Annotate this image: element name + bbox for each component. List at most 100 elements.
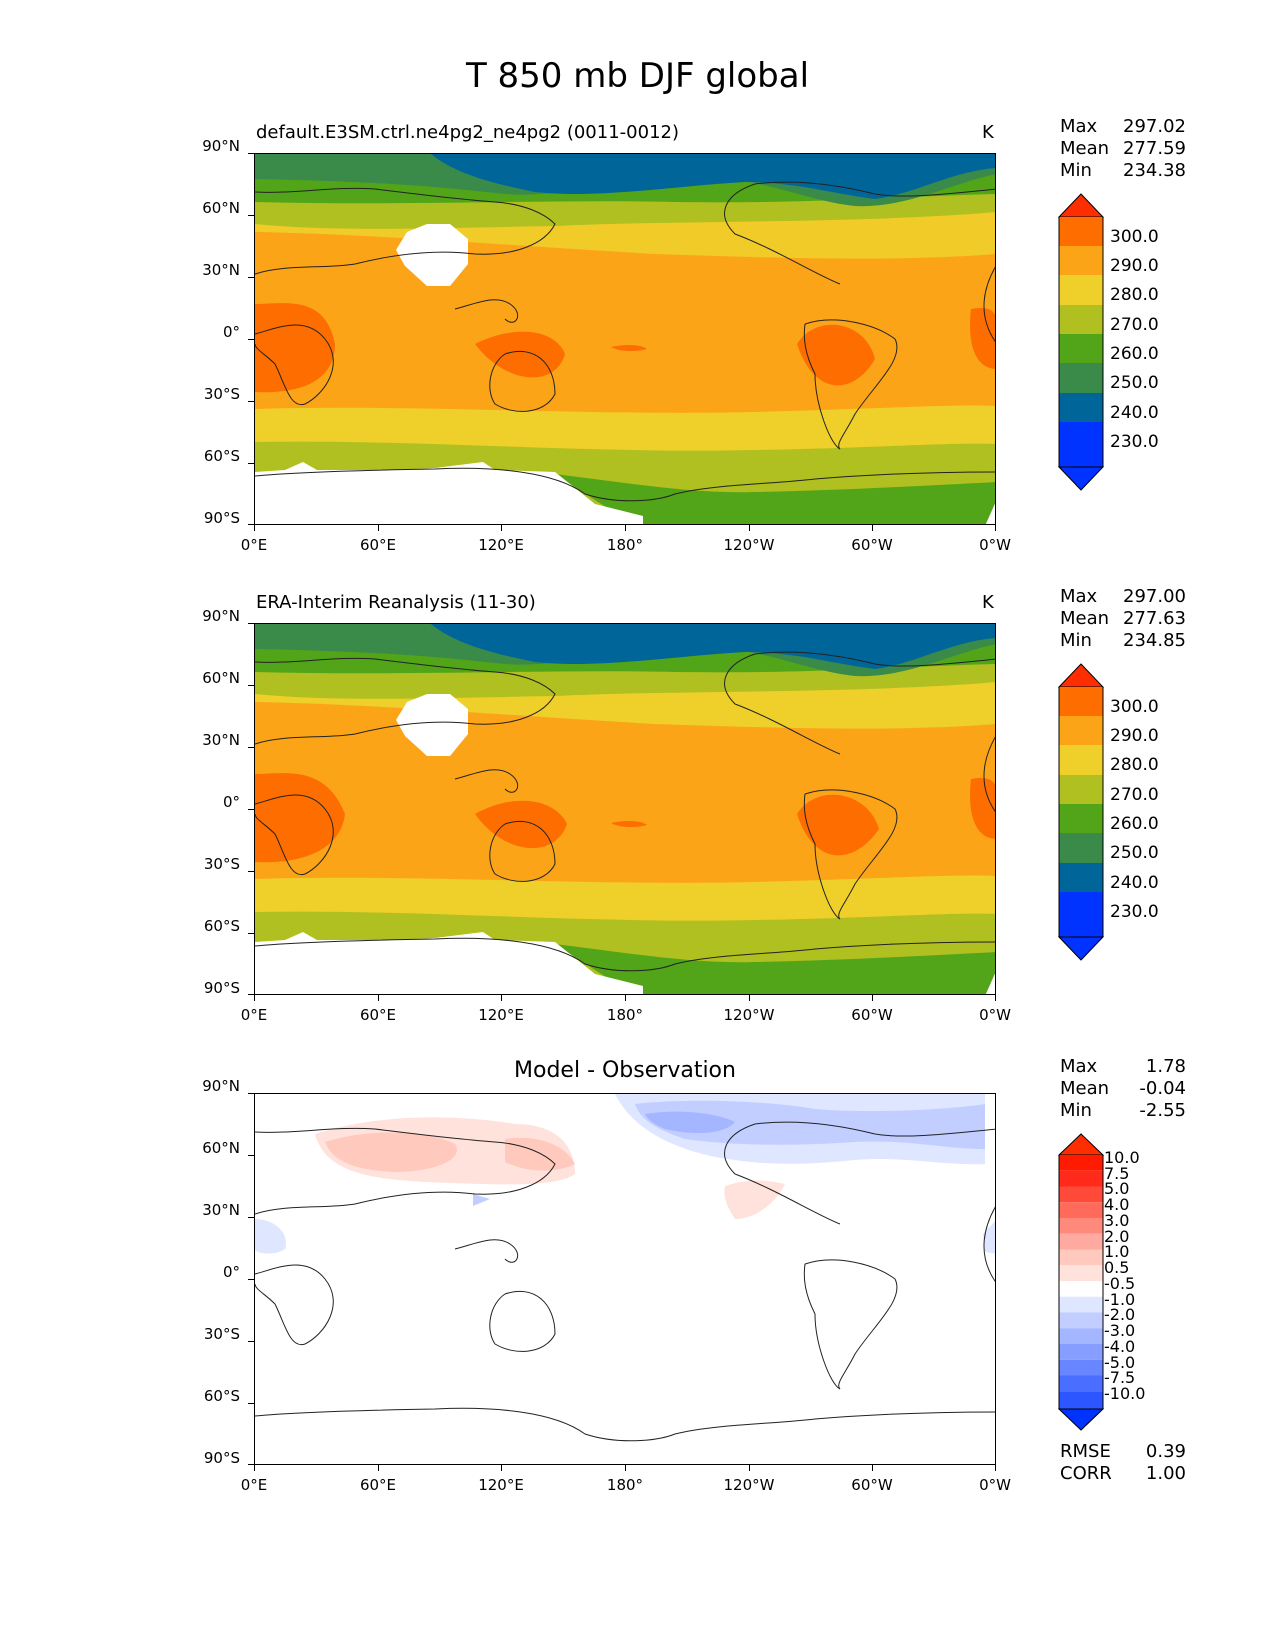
panel3-xtick-0w: 0°W [979,1476,1011,1494]
panel3-xtickmark [749,1465,750,1471]
panel3-cb-label: 4.0 [1104,1195,1130,1214]
panel3-xtickmark [625,1465,626,1471]
panel3-cb-label: 3.0 [1104,1211,1130,1230]
panel1-contour-field [255,154,995,524]
panel2-ytick-60n: 60°N [202,669,240,687]
panel3-ytick-60s: 60°S [203,1387,240,1405]
panel3-ytickmark [248,1279,254,1280]
stat-label: Min [1060,630,1092,651]
panel2-xtickmark [254,995,255,1001]
stat-mean: -0.04 [1139,1078,1186,1099]
panel3-xtick-60e: 60°E [359,1476,397,1494]
panel1-ytick-0: 0° [222,323,240,341]
panel2-ytickmark [248,809,254,810]
panel3-xtickmark [995,1465,996,1471]
panel2-ytickmark [248,933,254,934]
panel2-xtick-60w: 60°W [851,1006,893,1024]
panel3-ytick-0: 0° [222,1263,240,1281]
panel3-xtick-60w: 60°W [851,1476,893,1494]
panel2-colorbar [1058,663,1104,961]
panel1-map [254,153,996,525]
stat-max: 297.00 [1123,586,1186,607]
panel1-title: default.E3SM.ctrl.ne4pg2_ne4pg2 (0011-00… [256,122,679,143]
panel1-xtick-0e: 0°E [240,536,268,554]
panel2-ytickmark [248,685,254,686]
panel3-cb-label: 1.0 [1104,1242,1130,1261]
panel1-ytickmark [248,215,254,216]
panel2-xtick-0e: 0°E [240,1006,268,1024]
panel3-colorbar [1058,1133,1104,1431]
panel1-ytickmark [248,463,254,464]
panel1-ytickmark [248,401,254,402]
panel1-ytick-60s: 60°S [203,447,240,465]
panel1-colorbar [1058,193,1104,491]
metric-label: CORR [1060,1463,1112,1484]
panel1-ytick-60n: 60°N [202,199,240,217]
panel2-xtick-0w: 0°W [979,1006,1011,1024]
panel1-ytickmark [248,524,254,525]
panel3-title: Model - Observation [514,1058,736,1083]
panel3-cb-label: -0.5 [1104,1274,1136,1293]
panel3-cb-label: -5.0 [1104,1353,1136,1372]
stat-label: Mean [1060,1078,1110,1099]
panel2-xtickmark [501,995,502,1001]
panel2-ytick-90s: 90°S [203,979,240,997]
panel1-stats: Max 297.02 Mean 277.59 Min 234.38 [1060,116,1186,182]
stat-min: 234.38 [1123,160,1186,181]
stat-label: Mean [1060,138,1110,159]
panel1-xtickmark [501,525,502,531]
panel1-xtickmark [749,525,750,531]
panel2-xtickmark [872,995,873,1001]
metric-corr: 1.00 [1145,1463,1186,1484]
stat-mean: 277.63 [1123,608,1186,629]
panel3-cb-label: -3.0 [1104,1321,1136,1340]
panel2-cb-label: 230.0 [1110,902,1159,922]
panel1-xtickmark [254,525,255,531]
panel3-stats: Max 1.78 Mean -0.04 Min -2.55 [1060,1056,1186,1122]
panel1-cb-label: 280.0 [1110,285,1159,305]
metric-label: RMSE [1060,1441,1111,1462]
panel1-ytick-30s: 30°S [203,385,240,403]
stat-label: Min [1060,160,1092,181]
panel1-ytickmark [248,277,254,278]
panel3-xtickmark [254,1465,255,1471]
panel3-cb-label: -7.5 [1104,1368,1136,1387]
panel3-cb-label: -1.0 [1104,1290,1136,1309]
panel3-ytick-30s: 30°S [203,1325,240,1343]
panel2-xtick-120w: 120°W [723,1006,775,1024]
panel2-xtickmark [378,995,379,1001]
panel2-cb-label: 290.0 [1110,726,1159,746]
panel2-ytick-0: 0° [222,793,240,811]
panel1-cb-label: 250.0 [1110,373,1159,393]
panel2-title: ERA-Interim Reanalysis (11-30) [256,592,536,613]
panel3-cb-label: 2.0 [1104,1227,1130,1246]
panel2-cb-label: 260.0 [1110,814,1159,834]
panel3-cb-label: 10.0 [1104,1148,1140,1167]
panel3-cb-label: 7.5 [1104,1164,1130,1183]
stat-min: -2.55 [1139,1100,1186,1121]
panel3-metrics: RMSE 0.39 CORR 1.00 [1060,1441,1186,1485]
panel3-ytickmark [248,1217,254,1218]
panel3-cb-label: -10.0 [1104,1384,1146,1403]
panel3-ytick-30n: 30°N [202,1201,240,1219]
panel3-ytickmark [248,1093,254,1094]
panel1-ytick-90n: 90°N [202,137,240,155]
figure-title: T 850 mb DJF global [465,56,810,96]
stat-max: 297.02 [1123,116,1186,137]
panel3-ytickmark [248,1341,254,1342]
panel2-ytickmark [248,747,254,748]
panel3-xtick-120e: 120°E [478,1476,524,1494]
panel1-xtick-120e: 120°E [478,536,524,554]
panel1-xtickmark [378,525,379,531]
panel3-contour-field [255,1094,995,1464]
panel3-map [254,1093,996,1465]
panel2-map [254,623,996,995]
panel2-ytickmark [248,871,254,872]
panel2-contour-field [255,624,995,994]
panel2-cb-label: 280.0 [1110,755,1159,775]
panel3-cb-label: -4.0 [1104,1337,1136,1356]
panel1-ytick-30n: 30°N [202,261,240,279]
panel1-xtickmark [625,525,626,531]
panel1-ytick-90s: 90°S [203,509,240,527]
stat-label: Max [1060,116,1098,137]
